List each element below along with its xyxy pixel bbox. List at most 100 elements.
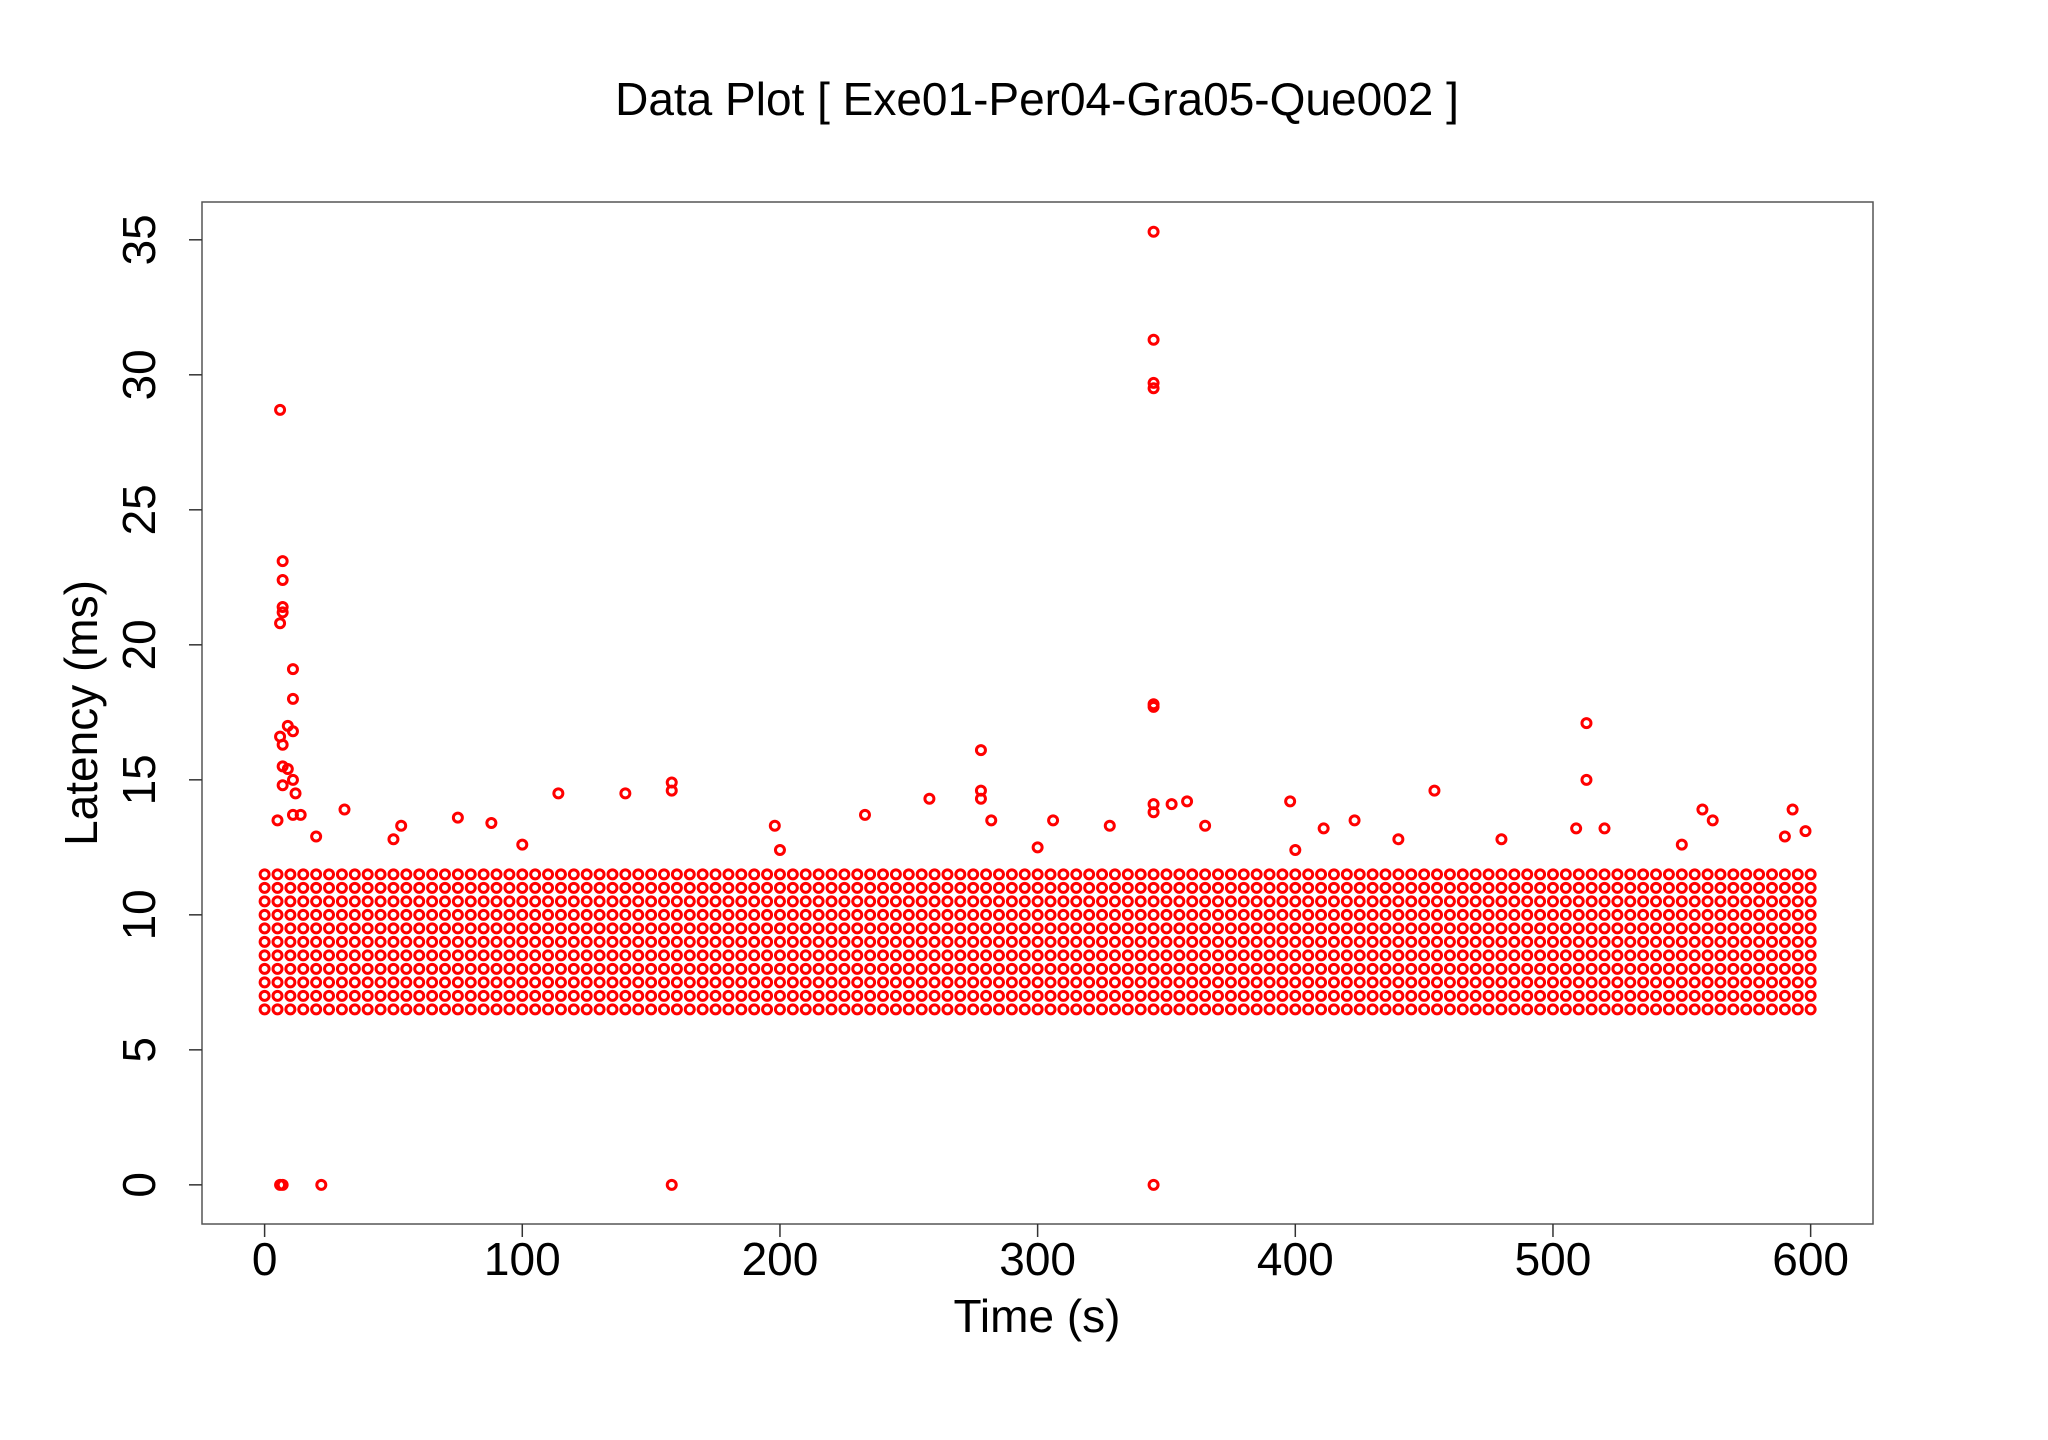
point bbox=[619, 895, 632, 908]
point bbox=[722, 989, 735, 1002]
point bbox=[954, 976, 967, 989]
point bbox=[1456, 976, 1469, 989]
point bbox=[606, 935, 619, 948]
point bbox=[1778, 962, 1791, 975]
point bbox=[799, 962, 812, 975]
point bbox=[1018, 949, 1031, 962]
point bbox=[877, 895, 890, 908]
point bbox=[1701, 935, 1714, 948]
point bbox=[735, 895, 748, 908]
point bbox=[992, 962, 1005, 975]
point bbox=[258, 962, 271, 975]
point bbox=[974, 792, 987, 805]
plot-area bbox=[258, 225, 1817, 1191]
point bbox=[1469, 922, 1482, 935]
point bbox=[980, 976, 993, 989]
point bbox=[851, 868, 864, 881]
point bbox=[1727, 962, 1740, 975]
point bbox=[1804, 976, 1817, 989]
point bbox=[1057, 989, 1070, 1002]
point bbox=[683, 1003, 696, 1016]
point bbox=[1521, 908, 1534, 921]
point bbox=[735, 949, 748, 962]
point bbox=[748, 868, 761, 881]
point bbox=[665, 784, 678, 797]
point bbox=[1443, 949, 1456, 962]
point bbox=[1044, 922, 1057, 935]
point bbox=[1727, 989, 1740, 1002]
point bbox=[286, 773, 299, 786]
point bbox=[928, 895, 941, 908]
point bbox=[1534, 976, 1547, 989]
point bbox=[1521, 895, 1534, 908]
point bbox=[1044, 1003, 1057, 1016]
point bbox=[1804, 881, 1817, 894]
point bbox=[1327, 989, 1340, 1002]
point bbox=[665, 1178, 678, 1191]
point bbox=[503, 908, 516, 921]
point bbox=[276, 738, 289, 751]
point bbox=[464, 868, 477, 881]
point bbox=[1534, 895, 1547, 908]
point bbox=[1392, 908, 1405, 921]
point bbox=[928, 922, 941, 935]
point bbox=[1263, 976, 1276, 989]
point bbox=[799, 989, 812, 1002]
point bbox=[1714, 895, 1727, 908]
point bbox=[980, 922, 993, 935]
point bbox=[838, 922, 851, 935]
point bbox=[1534, 935, 1547, 948]
point bbox=[1327, 868, 1340, 881]
point bbox=[477, 868, 490, 881]
point bbox=[1379, 1003, 1392, 1016]
point bbox=[1469, 881, 1482, 894]
point bbox=[1740, 922, 1753, 935]
point bbox=[1580, 773, 1593, 786]
point bbox=[709, 962, 722, 975]
point bbox=[1727, 949, 1740, 962]
point bbox=[567, 989, 580, 1002]
point bbox=[1791, 989, 1804, 1002]
point bbox=[1482, 1003, 1495, 1016]
point bbox=[1134, 976, 1147, 989]
point bbox=[1637, 868, 1650, 881]
point bbox=[1211, 895, 1224, 908]
point bbox=[516, 949, 529, 962]
y-tick-label: 10 bbox=[113, 889, 165, 940]
point bbox=[271, 1003, 284, 1016]
point bbox=[1778, 989, 1791, 1002]
point bbox=[516, 935, 529, 948]
point bbox=[1546, 949, 1559, 962]
point bbox=[1147, 376, 1160, 389]
point bbox=[864, 989, 877, 1002]
point bbox=[1534, 868, 1547, 881]
point bbox=[1740, 989, 1753, 1002]
point bbox=[1160, 976, 1173, 989]
point bbox=[1598, 868, 1611, 881]
point bbox=[709, 922, 722, 935]
point bbox=[1624, 962, 1637, 975]
point bbox=[812, 908, 825, 921]
point bbox=[1392, 935, 1405, 948]
point bbox=[1302, 935, 1315, 948]
point bbox=[490, 989, 503, 1002]
point bbox=[1791, 895, 1804, 908]
point bbox=[992, 1003, 1005, 1016]
point bbox=[1070, 962, 1083, 975]
point bbox=[310, 881, 323, 894]
point bbox=[1237, 989, 1250, 1002]
point bbox=[284, 868, 297, 881]
point bbox=[413, 895, 426, 908]
point bbox=[567, 922, 580, 935]
point bbox=[877, 962, 890, 975]
point bbox=[709, 881, 722, 894]
point bbox=[1753, 949, 1766, 962]
point bbox=[619, 881, 632, 894]
point bbox=[722, 962, 735, 975]
point bbox=[1108, 935, 1121, 948]
point bbox=[1366, 935, 1379, 948]
point bbox=[1637, 962, 1650, 975]
point bbox=[1250, 989, 1263, 1002]
point bbox=[696, 976, 709, 989]
point bbox=[529, 895, 542, 908]
